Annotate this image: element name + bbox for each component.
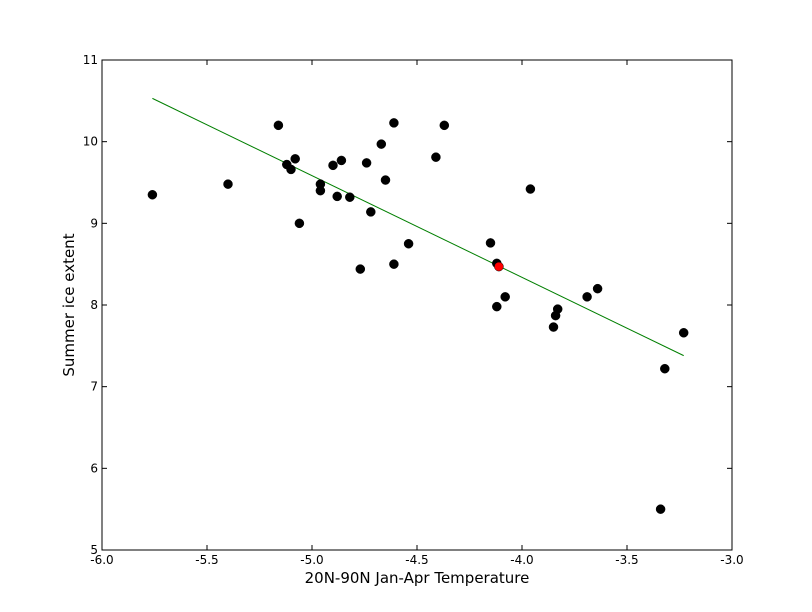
- y-tick-label: 5: [90, 543, 98, 557]
- data-point: [332, 191, 342, 202]
- y-tick-label: 11: [83, 53, 98, 67]
- data-point: [582, 292, 592, 302]
- data-point: [592, 283, 603, 294]
- data-point: [366, 207, 376, 217]
- data-point: [431, 152, 441, 162]
- x-tick-label: -4.5: [405, 553, 428, 567]
- data-point: [376, 139, 387, 149]
- y-tick-label: 8: [90, 298, 98, 312]
- data-point: [223, 179, 233, 189]
- x-tick-label: -4.0: [510, 553, 533, 567]
- x-tick-label: -3.5: [615, 553, 638, 567]
- data-point: [147, 190, 158, 200]
- data-point: [355, 264, 366, 274]
- data-point: [345, 192, 355, 202]
- data-point: [389, 118, 399, 128]
- data-point: [336, 155, 347, 166]
- data-point: [273, 120, 284, 131]
- y-axis-label: Summer ice extent: [60, 233, 78, 376]
- data-point: [403, 239, 414, 249]
- data-point: [286, 164, 296, 175]
- data-point: [294, 218, 305, 229]
- data-point: [525, 184, 536, 194]
- x-tick-label: -5.0: [300, 553, 323, 567]
- data-point: [552, 304, 563, 314]
- data-point: [548, 322, 559, 332]
- plot-frame: [101, 59, 733, 551]
- y-tick-label: 9: [90, 216, 98, 230]
- data-point: [655, 504, 666, 514]
- data-point: [500, 292, 510, 302]
- data-point: [439, 120, 450, 131]
- data-point: [380, 175, 391, 185]
- data-point: [492, 301, 502, 312]
- data-point: [660, 363, 670, 374]
- x-axis-label: 20N-90N Jan-Apr Temperature: [305, 569, 530, 587]
- y-tick-label: 7: [90, 380, 98, 394]
- data-point: [678, 328, 689, 338]
- data-point: [328, 160, 338, 171]
- regression-line: [152, 97, 684, 357]
- highlighted-point: [494, 261, 504, 272]
- x-tick-label: -6.0: [90, 553, 113, 567]
- data-point: [361, 158, 372, 168]
- data-point: [485, 238, 496, 248]
- x-tick-label: -3.0: [720, 553, 743, 567]
- x-tick-label: -5.5: [195, 553, 218, 567]
- y-tick-label: 10: [83, 135, 98, 149]
- y-tick-label: 6: [90, 461, 98, 475]
- data-point: [290, 154, 300, 164]
- data-point: [315, 185, 326, 196]
- data-point: [389, 259, 399, 269]
